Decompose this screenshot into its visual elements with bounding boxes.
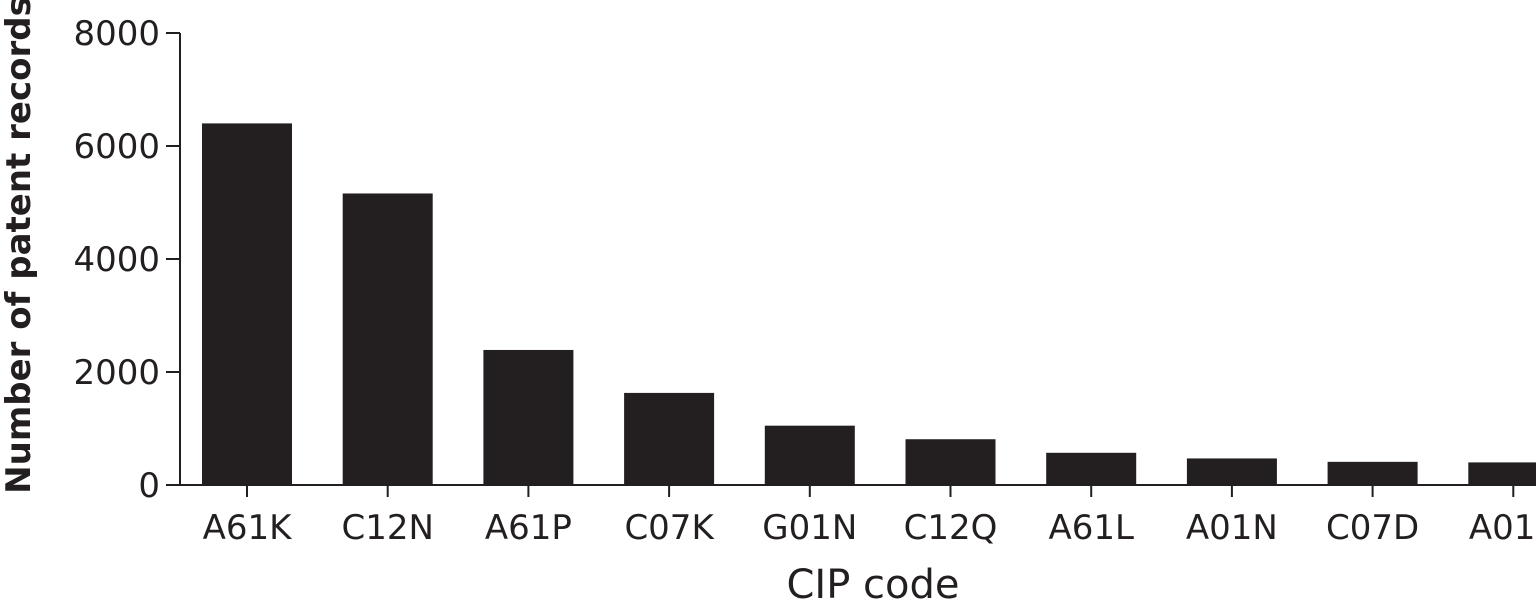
x-tick-label: A01N (1186, 508, 1278, 548)
x-tick-label: A61L (1048, 508, 1134, 548)
x-tick-label: G01N (762, 508, 857, 548)
x-tick-label: C07K (624, 508, 715, 548)
x-tick-label: A61P (485, 508, 572, 548)
bars-group (202, 123, 1536, 486)
bar-A61P (483, 349, 574, 485)
y-tick-label: 8000 (73, 14, 160, 54)
bar-A01N (1186, 458, 1277, 485)
bar-C12Q (905, 439, 996, 485)
x-tick-label: C12Q (904, 508, 998, 548)
x-tick-label: C07D (1326, 508, 1419, 548)
y-tick-label: 0 (138, 466, 160, 506)
x-axis-title: CIP code (786, 562, 959, 602)
x-tick-label: A61K (203, 508, 294, 548)
y-axis-title: Number of patent records (0, 0, 39, 494)
bar-A01K (1468, 462, 1536, 485)
x-tick-label: A01K (1469, 508, 1536, 548)
bar-A61K (202, 123, 292, 486)
bar-C07D (1327, 461, 1418, 485)
y-axis: 0 2000 4000 6000 8000 (73, 14, 181, 506)
bar-G01N (764, 425, 855, 485)
y-tick-label: 2000 (73, 353, 160, 393)
bar-C07K (624, 392, 715, 485)
y-tick-label: 4000 (73, 240, 160, 280)
bar-C12N (342, 193, 433, 485)
x-axis: A61K C12N A61P C07K G01N C12Q A61L A01N C07D A01K (180, 484, 1536, 548)
x-tick-label: C12N (341, 508, 433, 548)
bar-A61L (1046, 452, 1137, 485)
y-tick-label: 6000 (73, 127, 160, 167)
